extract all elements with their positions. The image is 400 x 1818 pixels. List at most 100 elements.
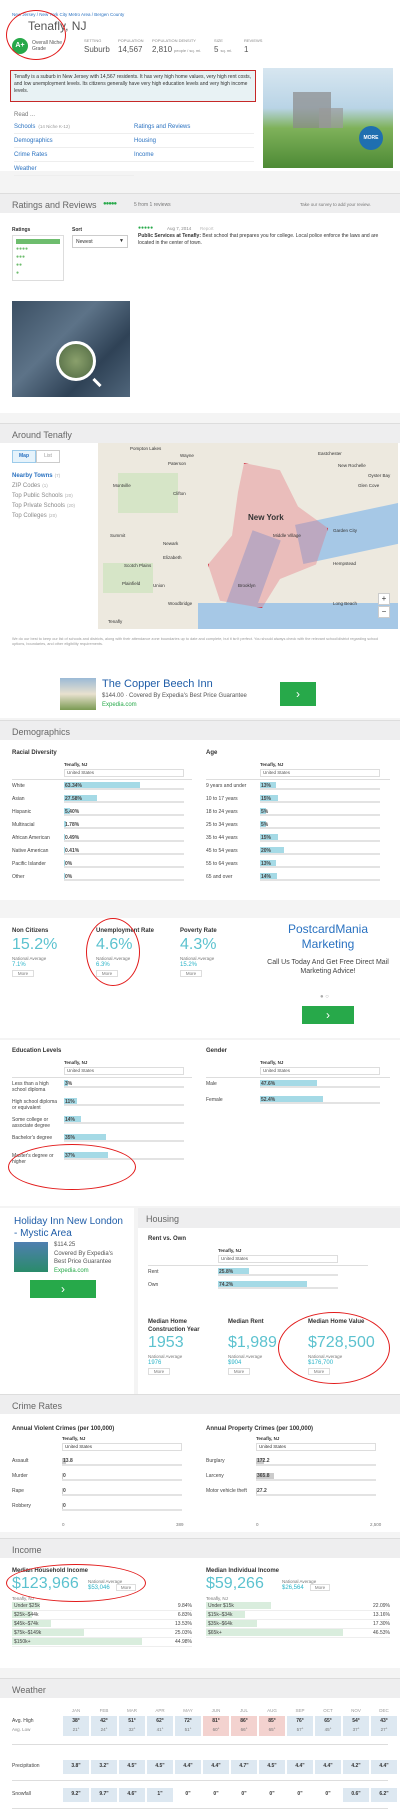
weather-snow: 0" bbox=[241, 1791, 247, 1797]
table-row-value: 0% bbox=[65, 861, 73, 867]
around-list-item[interactable]: Top Private Schools (20) bbox=[12, 503, 76, 509]
ad-holiday-inn[interactable]: Holiday Inn New London - Mystic Area $11… bbox=[0, 1208, 134, 1400]
ad3-price: $114.25 bbox=[54, 1242, 76, 1248]
table-row-bar bbox=[260, 873, 277, 879]
around-heading: Around Tenafly bbox=[12, 430, 72, 440]
ad2-go-button[interactable]: › bbox=[302, 1006, 354, 1024]
compare-select[interactable]: United States bbox=[62, 1443, 182, 1451]
table-row-value: 5.40% bbox=[65, 809, 80, 815]
read-link-weather[interactable]: Weather bbox=[14, 166, 134, 176]
table-row-label: Multiracial bbox=[12, 822, 35, 828]
read-link-crime-rates[interactable]: Crime Rates bbox=[14, 152, 134, 162]
table-divider bbox=[12, 779, 192, 780]
income-row-label: $15k–$34k bbox=[208, 1612, 233, 1618]
compare-select[interactable]: United States bbox=[260, 1067, 380, 1075]
report-link[interactable]: Report bbox=[200, 226, 214, 231]
table-row-bar bbox=[64, 1134, 106, 1140]
weather-temp-cell bbox=[203, 1716, 229, 1736]
table-row-bar-bg bbox=[260, 853, 380, 855]
stat-nat-label: National Average bbox=[12, 956, 47, 961]
more-button[interactable]: More bbox=[12, 970, 34, 977]
stat-label: REVIEWS bbox=[244, 38, 263, 43]
more-photos-badge[interactable]: MORE bbox=[359, 126, 383, 150]
stat-title: Median Rent bbox=[228, 1319, 264, 1325]
income-row-bar bbox=[206, 1620, 257, 1627]
weather-high-label: Avg. High bbox=[12, 1718, 34, 1724]
carousel-dots[interactable]: ● ○ bbox=[320, 994, 329, 1000]
crime-section: Annual Violent Crimes (per 100,000) Tenaf… bbox=[0, 1414, 400, 1532]
sort-value: Newest bbox=[76, 239, 93, 245]
table-row-bar bbox=[260, 834, 278, 840]
table-row-value: 13% bbox=[261, 783, 272, 789]
read-link-housing[interactable]: Housing bbox=[134, 138, 254, 148]
read-link-income[interactable]: Income bbox=[134, 152, 254, 162]
ad1-title[interactable]: The Copper Beech Inn bbox=[102, 678, 213, 690]
town-photo[interactable]: MORE bbox=[263, 68, 393, 168]
read-link-demographics[interactable]: Demographics bbox=[14, 138, 134, 148]
ad1-go-button[interactable]: › bbox=[280, 682, 316, 706]
around-list-count: (20) bbox=[64, 493, 73, 498]
table-row-value: 0 bbox=[63, 1503, 66, 1509]
area-map[interactable]: Pompton Lakes Wayne Paterson Montville Clift… bbox=[98, 443, 398, 629]
around-list-item[interactable]: Nearby Towns (7) bbox=[12, 473, 61, 479]
table-row-value: 13% bbox=[261, 861, 272, 867]
zoom-in-button[interactable]: + bbox=[378, 593, 390, 605]
read-link-schools[interactable]: Schools (14 Niche K-12) bbox=[14, 124, 134, 134]
column-header: Tenafly, NJ bbox=[64, 1060, 88, 1065]
table-row-label: Robbery bbox=[12, 1503, 31, 1509]
aerial-map-photo[interactable] bbox=[12, 301, 130, 397]
ad2-title[interactable]: PostcardMania Marketing bbox=[287, 922, 369, 951]
table-row-label: Hispanic bbox=[12, 809, 32, 815]
compare-select[interactable]: United States bbox=[218, 1255, 338, 1263]
stat-nat-value: 7.1% bbox=[12, 962, 26, 968]
weather-precip-cell bbox=[259, 1760, 285, 1774]
weather-high: 86° bbox=[240, 1718, 248, 1724]
around-list-item[interactable]: ZIP Codes (1) bbox=[12, 483, 48, 489]
compare-select[interactable]: United States bbox=[256, 1443, 376, 1451]
ad3-url: Expedia.com bbox=[54, 1268, 89, 1274]
table-row-bar-bg bbox=[64, 827, 184, 829]
map-place-label: Eastchester bbox=[318, 451, 342, 456]
compare-select[interactable]: United States bbox=[260, 769, 380, 777]
red-annotation-circle bbox=[278, 1312, 390, 1384]
rating-filter[interactable]: ●●●● ●●● ●● ● bbox=[12, 235, 64, 281]
ad-postcardmania[interactable]: PostcardMania Marketing Call Us Today An… bbox=[262, 922, 394, 1032]
weather-precip-cell bbox=[315, 1760, 341, 1774]
zoom-out-button[interactable]: − bbox=[378, 606, 390, 618]
ad-copper-beech[interactable]: The Copper Beech Inn $144.00 · Covered B… bbox=[0, 673, 400, 718]
weather-high: 65° bbox=[324, 1718, 332, 1724]
more-button[interactable]: More bbox=[180, 970, 202, 977]
compare-select[interactable]: United States bbox=[64, 769, 184, 777]
table-row-label: 45 to 54 years bbox=[206, 848, 238, 854]
income-row-value: 44.98% bbox=[175, 1639, 192, 1645]
ad3-title[interactable]: Holiday Inn New London - Mystic Area bbox=[14, 1216, 123, 1239]
income-row-label: $75k–$149k bbox=[14, 1630, 42, 1636]
table-row-bar-bg bbox=[64, 879, 184, 881]
read-link-ratings-and-reviews[interactable]: Ratings and Reviews bbox=[134, 124, 254, 134]
weather-temp-cell bbox=[91, 1716, 117, 1736]
map-disclaimer: We do our best to keep our list of schoo… bbox=[12, 637, 379, 646]
table-row-value: 3% bbox=[65, 1081, 73, 1087]
tab-list[interactable]: List bbox=[36, 450, 60, 463]
more-button[interactable]: More bbox=[228, 1368, 250, 1375]
breadcrumb[interactable]: New Jersey / New York City Metro Area / … bbox=[12, 12, 125, 17]
table-row-label: Motor vehicle theft bbox=[206, 1488, 247, 1494]
around-list-item[interactable]: Top Public Schools (20) bbox=[12, 493, 73, 499]
take-survey-link[interactable]: Take our survey to add your review. bbox=[300, 202, 371, 207]
around-list-count: (1) bbox=[42, 483, 48, 488]
around-list-item[interactable]: Top Colleges (20) bbox=[12, 513, 57, 519]
stat-value: $59,266 bbox=[206, 1575, 264, 1592]
income-row-value: 13.16% bbox=[373, 1612, 390, 1618]
stat-value: 1953 bbox=[148, 1334, 184, 1351]
map-place-label: Elizabeth bbox=[163, 555, 182, 560]
compare-select[interactable]: United States bbox=[64, 1067, 184, 1075]
weather-precip: 4.2" bbox=[351, 1763, 361, 1769]
ad3-go-button[interactable]: › bbox=[30, 1280, 96, 1298]
more-button[interactable]: More bbox=[310, 1584, 330, 1591]
income-row-value: 13.53% bbox=[175, 1621, 192, 1627]
sort-select[interactable]: Newest ▼ bbox=[72, 235, 128, 248]
more-button[interactable]: More bbox=[148, 1368, 170, 1375]
tab-map[interactable]: Map bbox=[12, 450, 36, 463]
stat-value: 1 bbox=[244, 45, 249, 54]
weather-low-label: Avg. Low bbox=[12, 1727, 31, 1732]
